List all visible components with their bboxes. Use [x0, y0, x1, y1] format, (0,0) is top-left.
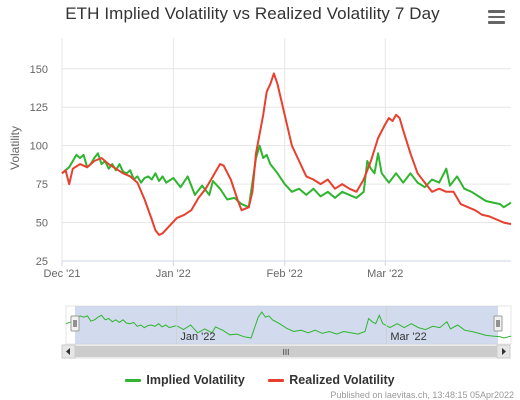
navigator-handle-left[interactable] — [70, 315, 80, 332]
x-tick-label: Feb '22 — [267, 268, 303, 280]
legend-item-realized[interactable]: Realized Volatility — [268, 373, 395, 387]
legend-label-implied: Implied Volatility — [146, 373, 245, 387]
arrow-right-icon — [502, 348, 506, 355]
y-tick-label: 50 — [36, 218, 48, 230]
navigator-tick-label: Mar '22 — [390, 331, 426, 343]
series-line-realized[interactable] — [61, 72, 512, 236]
y-tick-label: 25 — [36, 256, 48, 268]
arrow-left-icon — [66, 348, 70, 355]
x-tick-label: Dec '21 — [44, 268, 81, 280]
navigator[interactable]: Jan '22 Mar '22 — [65, 305, 512, 345]
legend-swatch-implied — [125, 379, 142, 383]
y-axis-label: Volatility — [8, 126, 22, 170]
y-tick-label: 125 — [30, 102, 48, 114]
grid-lines — [61, 38, 511, 262]
x-tick-label: Jan '22 — [156, 268, 191, 280]
navigator-selection[interactable] — [75, 306, 498, 344]
navigator-series — [65, 311, 512, 339]
scrollbar-grip: III — [283, 348, 290, 357]
navigator-tick-label: Jan '22 — [180, 331, 215, 343]
y-tick-label: 75 — [36, 179, 48, 191]
x-tick-label: Mar '22 — [367, 268, 403, 280]
scrollbar[interactable]: III — [61, 344, 511, 359]
navigator-handle-right[interactable] — [493, 315, 503, 332]
scroll-right-button[interactable] — [496, 344, 511, 359]
navigator-ticks: Jan '22 Mar '22 — [175, 306, 427, 344]
navigator-line — [65, 311, 512, 339]
legend-swatch-realized — [268, 379, 285, 383]
y-tick-label: 100 — [30, 141, 48, 153]
legend-item-implied[interactable]: Implied Volatility — [125, 373, 245, 387]
chart-area[interactable]: 25 50 75 100 125 150 Dec '21 Jan '22 Feb '22 Mar… — [0, 0, 520, 370]
scroll-left-button[interactable] — [61, 344, 76, 359]
legend: Implied Volatility Realized Volatility — [0, 373, 520, 387]
chart-title: ETH Implied Volatility vs Realized Volat… — [65, 4, 440, 23]
scrollbar-thumb[interactable] — [75, 346, 498, 357]
x-axis: Dec '21 Jan '22 Feb '22 Mar '22 — [44, 260, 511, 280]
hamburger-menu-icon[interactable] — [488, 10, 506, 24]
y-axis: 25 50 75 100 125 150 — [30, 64, 48, 268]
legend-label-realized: Realized Volatility — [289, 373, 395, 387]
series-layer — [61, 72, 512, 236]
credit-text[interactable]: Published on laevitas.ch, 13:48:15 05Apr… — [330, 390, 514, 400]
y-tick-label: 150 — [30, 64, 48, 76]
